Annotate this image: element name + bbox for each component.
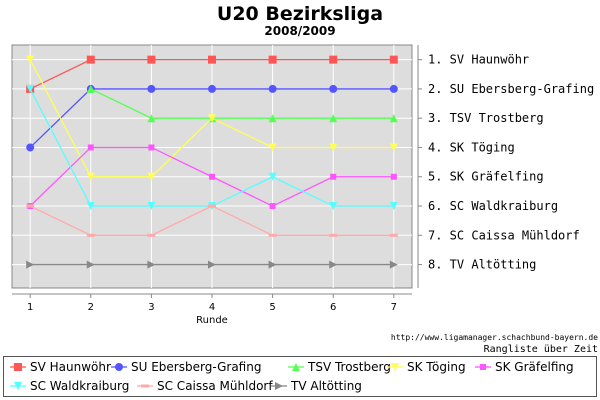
data-point — [26, 204, 35, 208]
legend-marker-icon — [111, 363, 127, 371]
rank-label: 5. SK Gräfelfing — [428, 170, 544, 184]
rank-label: 8. TV Altötting — [428, 258, 536, 272]
x-tick-label: 6 — [330, 302, 336, 313]
legend-label: SK Gräfelfing — [495, 360, 574, 374]
legend-marker-icon — [475, 364, 491, 370]
data-point — [86, 84, 95, 93]
data-point — [268, 84, 277, 93]
rank-label: 7. SC Caissa Mühldorf — [428, 228, 580, 242]
legend-item: TV Altötting — [271, 379, 362, 393]
data-point — [209, 173, 215, 180]
data-point — [147, 202, 156, 211]
rank-label: 6. SC Waldkraiburg — [428, 199, 558, 213]
data-point — [268, 260, 277, 269]
data-point — [269, 203, 276, 210]
data-point — [268, 55, 277, 64]
data-point — [329, 202, 338, 211]
data-point — [389, 260, 398, 269]
x-tick-label: 3 — [148, 302, 154, 313]
data-point — [329, 233, 338, 237]
legend-marker-icon — [387, 363, 403, 371]
x-tick-label: 2 — [88, 302, 94, 313]
rank-label: 4. SK Töging — [428, 140, 515, 154]
legend-label: TV Altötting — [291, 379, 362, 393]
line-chart: 1 2 3 4 5 6 7 Runde 1. SV Haunwöhr 2. SU Ebersber… — [11, 44, 594, 326]
legend-label: SK Töging — [407, 360, 466, 374]
data-point — [86, 260, 95, 269]
data-point — [86, 172, 95, 181]
series-line — [90, 88, 394, 119]
data-point — [390, 173, 397, 180]
data-point — [86, 233, 95, 237]
x-tick-label: 4 — [209, 302, 215, 313]
legend-marker-icon — [288, 363, 304, 371]
data-point — [147, 114, 156, 123]
data-point — [268, 143, 277, 152]
rank-label: 2. SU Ebersberg-Grafing — [428, 82, 594, 96]
legend-item: TSV Trostberg — [288, 360, 391, 374]
legend-marker-icon — [10, 382, 26, 390]
data-point — [329, 114, 338, 123]
rank-label: 1. SV Haunwöhr — [428, 53, 529, 67]
x-axis-label: Runde — [196, 315, 228, 326]
data-point — [147, 260, 156, 269]
legend-item: SC Caissa Mühldorf — [137, 379, 273, 393]
data-point — [389, 143, 398, 152]
legend-marker-icon — [271, 382, 287, 390]
data-point — [268, 114, 277, 123]
data-point — [147, 233, 156, 237]
data-point — [147, 84, 156, 93]
data-point — [330, 173, 337, 180]
data-point — [86, 202, 95, 211]
legend-item: SV Haunwöhr — [10, 360, 111, 374]
data-point — [329, 260, 338, 269]
data-point — [389, 233, 398, 237]
chart-title: U20 Bezirksliga — [216, 3, 384, 25]
data-point — [208, 84, 216, 93]
data-point — [208, 114, 216, 123]
data-point — [26, 55, 35, 64]
data-point — [87, 144, 94, 151]
legend-marker-icon — [10, 363, 26, 371]
data-point — [208, 204, 216, 208]
chart-subtitle: 2008/2009 — [264, 24, 336, 38]
legend-label: SU Ebersberg-Grafing — [131, 360, 262, 374]
legend-label: TSV Trostberg — [308, 360, 391, 374]
data-point — [389, 202, 398, 211]
data-point — [26, 260, 35, 269]
data-point — [26, 143, 35, 152]
data-point — [389, 55, 398, 64]
data-point — [329, 55, 338, 64]
rank-label: 3. TSV Trostberg — [428, 111, 544, 125]
data-point — [147, 55, 156, 64]
source-url: http://www.ligamanager.schachbund-bayern… — [390, 333, 598, 342]
data-point — [86, 55, 95, 64]
data-point — [329, 84, 338, 93]
legend-label: SC Caissa Mühldorf — [157, 379, 273, 393]
data-point — [268, 172, 277, 181]
legend-item: SK Gräfelfing — [475, 360, 574, 374]
data-point — [147, 172, 156, 181]
legend-label: SV Haunwöhr — [30, 360, 111, 374]
legend-item: SU Ebersberg-Grafing — [111, 360, 261, 374]
data-point — [389, 114, 398, 123]
data-point — [389, 84, 398, 93]
legend-label: SC Waldkraiburg — [30, 379, 130, 393]
legend-item: SC Waldkraiburg — [10, 379, 129, 393]
data-point — [148, 144, 155, 151]
legend-item: SK Töging — [387, 360, 466, 374]
data-point — [329, 143, 338, 152]
data-point — [208, 55, 216, 64]
chart-caption: Rangliste über Zeit — [483, 344, 598, 355]
x-tick-label: 1 — [27, 302, 33, 313]
x-tick-label: 7 — [391, 302, 397, 313]
legend-marker-icon — [137, 384, 153, 388]
data-point — [268, 233, 277, 237]
data-point — [26, 84, 35, 93]
data-point — [208, 260, 216, 269]
chart-legend: SV Haunwöhr SU Ebersberg-Grafing TSV Trost… — [3, 356, 597, 397]
x-tick-label: 5 — [269, 302, 275, 313]
